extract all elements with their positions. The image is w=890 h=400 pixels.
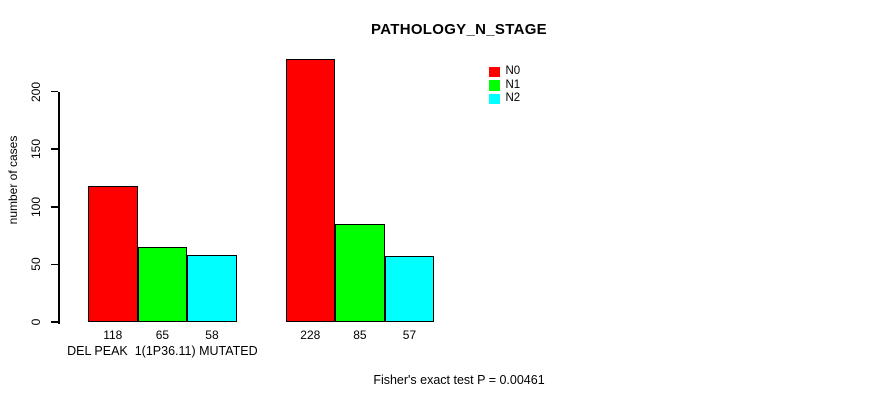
y-tick-label: 0 [29,318,43,326]
legend-label: N2 [505,92,521,105]
y-tick-label: 50 [29,257,43,272]
y-tick-mark [51,148,58,150]
bar-n0-group1 [88,186,138,322]
bar-n1-group1 [137,247,188,322]
chart-title: PATHOLOGY_N_STAGE [371,21,547,38]
fisher-test-annotation: Fisher's exact test P = 0.00461 [373,373,545,387]
y-tick-label: 100 [29,196,43,217]
legend-swatch-icon [489,80,500,91]
bar-n2-group2 [384,256,435,322]
legend-swatch-icon [489,66,500,78]
bar-n1-group2 [335,224,385,322]
bar-value-label: 228 [300,328,321,342]
legend-item-n2: N2 [489,92,520,106]
legend-label: N0 [505,65,521,78]
y-tick-label: 200 [29,81,43,102]
y-tick-label: 150 [29,139,43,160]
x-group-label: DEL PEAK 1(1P36.11) MUTATED [67,344,258,358]
y-tick-mark [51,90,58,93]
y-tick-mark [51,263,58,266]
y-tick-mark [51,206,58,208]
bar-n0-group2 [285,59,336,322]
bar-value-label: 65 [155,328,170,342]
bar-value-label: 118 [103,328,123,342]
y-tick-mark [51,321,58,323]
legend-item-n0: N0 [489,65,520,79]
bar-value-label: 58 [205,328,219,342]
legend-item-n1: N1 [489,79,520,93]
bar-value-label: 57 [402,328,417,342]
legend: N0 N1 N2 [489,65,520,106]
y-axis-line [58,91,60,324]
legend-swatch-icon [489,93,500,105]
bar-n2-group1 [187,255,237,322]
legend-label: N1 [505,78,521,91]
bar-value-label: 85 [353,328,367,342]
